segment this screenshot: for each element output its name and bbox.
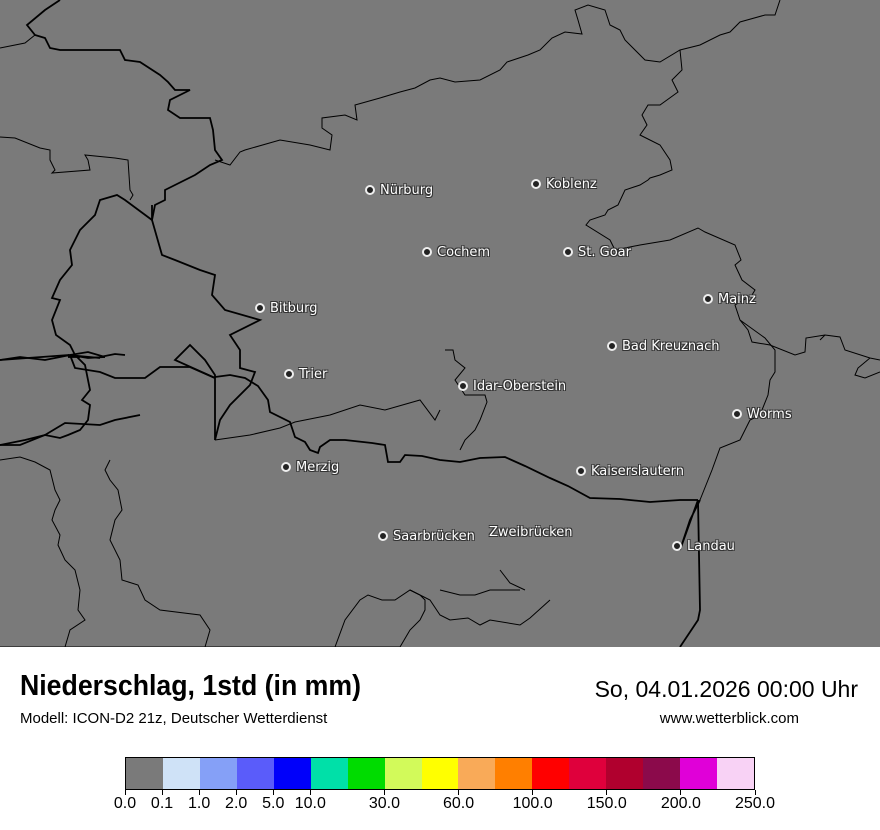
city-dot-icon <box>255 303 265 313</box>
legend-tick <box>161 790 163 795</box>
city-marker: Nürburg <box>365 182 433 198</box>
legend-tick <box>458 790 460 795</box>
city-label: St. Goar <box>578 244 631 260</box>
city-label: Landau <box>687 538 735 554</box>
legend-color-swatch <box>347 758 385 789</box>
city-dot-icon <box>607 341 617 351</box>
legend-tick <box>272 790 274 795</box>
city-label: Trier <box>299 366 328 382</box>
city-marker: Zweibrücken <box>489 524 572 540</box>
city-marker: Worms <box>732 406 792 422</box>
city-label: Nürburg <box>380 182 434 198</box>
legend-tick <box>235 790 237 795</box>
city-label: Saarbrücken <box>393 528 475 544</box>
city-marker: Saarbrücken <box>378 528 475 544</box>
city-label: Kaiserslautern <box>591 463 685 479</box>
legend-tick-label: 30.0 <box>368 795 400 812</box>
city-dot-icon <box>284 369 294 379</box>
legend-color-swatch <box>680 758 717 789</box>
legend-tick <box>383 790 385 795</box>
city-marker: Cochem <box>422 244 490 260</box>
color-legend <box>125 757 755 790</box>
legend-tick-label: 0.1 <box>150 795 174 812</box>
legend-color-swatch <box>421 758 459 789</box>
city-label: Zweibrücken <box>489 524 573 540</box>
map-title: Niederschlag, 1std (in mm) <box>20 670 362 702</box>
city-marker: Kaiserslautern <box>576 463 684 479</box>
city-marker: Bad Kreuznach <box>607 338 720 354</box>
legend-tick-label: 60.0 <box>442 795 475 812</box>
precipitation-map: Nürburg Koblenz Cochem St. Goar Bitburg … <box>0 0 880 647</box>
state-borders <box>0 0 880 647</box>
legend-tick <box>309 790 311 795</box>
city-label: Idar-Oberstein <box>473 378 567 394</box>
forecast-datetime: So, 04.01.2026 00:00 Uhr <box>594 676 858 702</box>
legend-tick-label: 150.0 <box>586 795 627 812</box>
city-marker: St. Goar <box>563 244 631 260</box>
city-marker: Trier <box>284 366 327 382</box>
city-dot-icon <box>672 541 682 551</box>
city-marker: Landau <box>672 538 735 554</box>
legend-color-swatch <box>569 758 607 789</box>
legend-tick <box>124 790 126 795</box>
legend-color-swatch <box>199 758 237 789</box>
city-dot-icon <box>732 409 742 419</box>
city-label: Bitburg <box>270 300 318 316</box>
legend-color-swatch <box>162 758 200 789</box>
legend-color-swatch <box>384 758 422 789</box>
city-marker: Merzig <box>281 459 339 475</box>
city-label: Mainz <box>718 291 756 307</box>
national-borders <box>0 0 701 551</box>
map-borders <box>0 0 880 647</box>
city-label: Worms <box>747 406 792 422</box>
legend-color-swatch <box>458 758 496 789</box>
city-dot-icon <box>422 247 432 257</box>
city-dot-icon <box>703 294 713 304</box>
city-label: Cochem <box>437 244 491 260</box>
legend-tick <box>754 790 756 795</box>
legend-tick-label: 10.0 <box>294 795 326 812</box>
city-dot-icon <box>458 381 468 391</box>
city-dot-icon <box>281 462 291 472</box>
legend-color-swatch <box>310 758 348 789</box>
city-label: Merzig <box>296 459 340 475</box>
legend-tick-label: 2.0 <box>225 795 248 812</box>
legend-color-swatch <box>643 758 681 789</box>
legend-tick-label: 0.0 <box>113 795 137 812</box>
legend-tick <box>606 790 608 795</box>
legend-color-swatch <box>236 758 274 789</box>
city-dot-icon <box>378 531 388 541</box>
city-dot-icon <box>563 247 573 257</box>
legend-tick <box>198 790 200 795</box>
legend-color-swatch <box>606 758 644 789</box>
legend-color-swatch <box>273 758 311 789</box>
city-marker: Bitburg <box>255 300 318 316</box>
model-info: Modell: ICON-D2 21z, Deutscher Wetterdie… <box>20 710 328 727</box>
city-dot-icon <box>365 185 375 195</box>
city-marker: Mainz <box>703 291 756 307</box>
legend-color-swatch <box>495 758 533 789</box>
city-marker: Idar-Oberstein <box>458 378 566 394</box>
legend-tick <box>680 790 682 795</box>
legend-tick-label: 1.0 <box>187 795 211 812</box>
legend-tick-label: 250.0 <box>734 795 776 812</box>
legend-tick <box>532 790 534 795</box>
legend-color-swatch <box>717 758 754 789</box>
city-dot-icon <box>576 466 586 476</box>
legend-color-swatch <box>126 758 163 789</box>
legend-color-swatch <box>532 758 570 789</box>
website-label: www.wetterblick.com <box>659 710 799 727</box>
legend-tick-label: 200.0 <box>660 795 701 812</box>
city-marker: Koblenz <box>531 176 597 192</box>
city-label: Koblenz <box>546 176 597 192</box>
legend-tick-label: 5.0 <box>262 795 285 812</box>
legend-tick-label: 100.0 <box>512 795 553 812</box>
city-label: Bad Kreuznach <box>622 338 720 354</box>
city-dot-icon <box>531 179 541 189</box>
